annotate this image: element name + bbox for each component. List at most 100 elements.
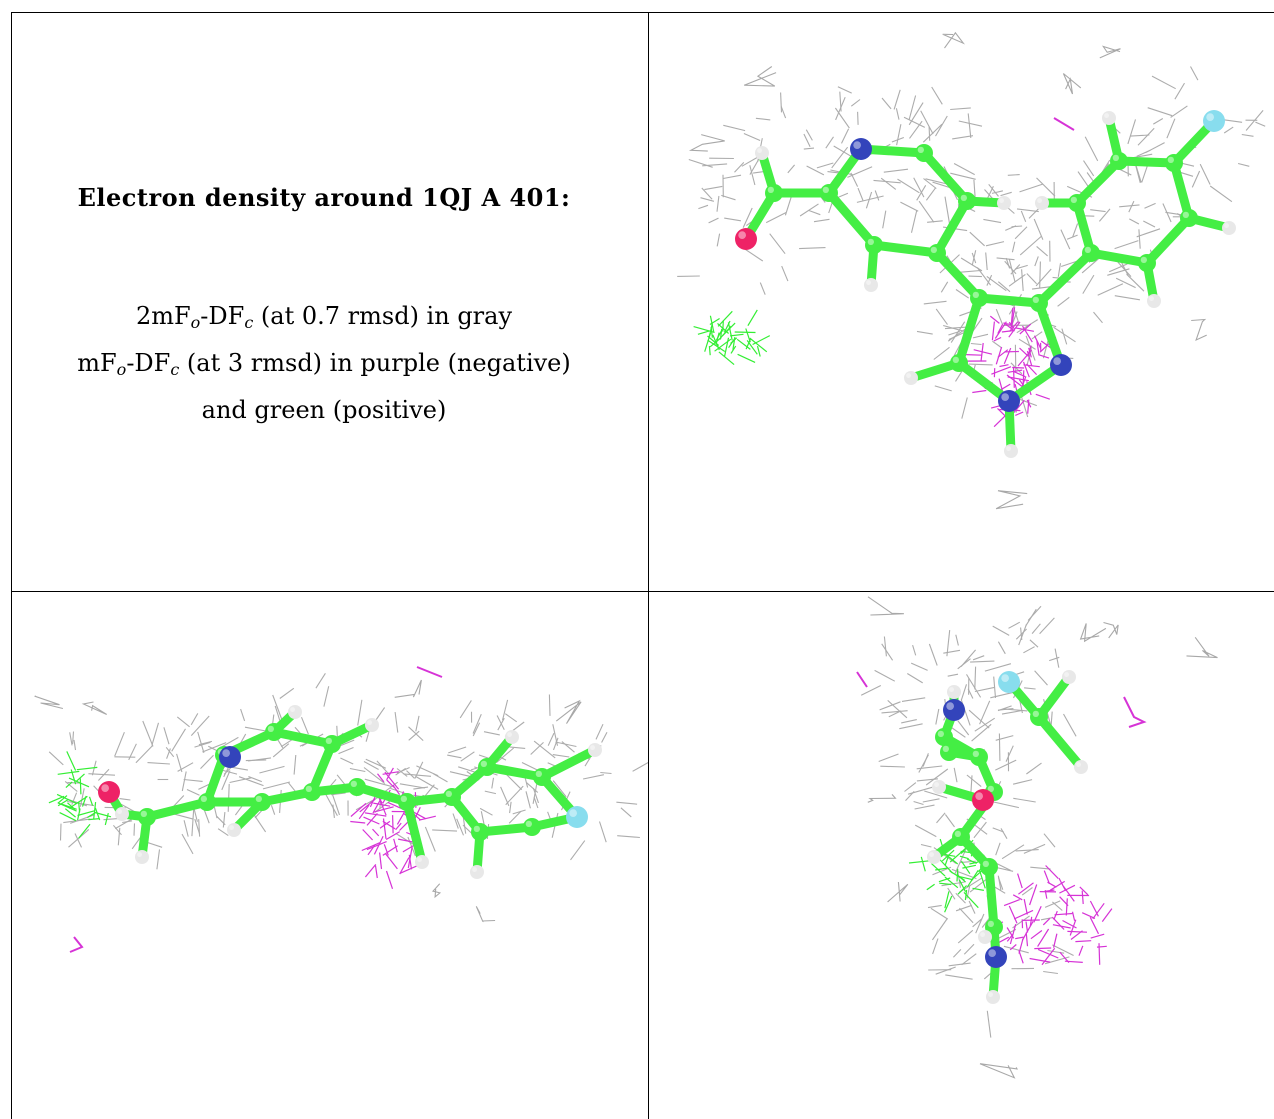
gray-mesh-fragment [1099, 45, 1121, 59]
bond [824, 188, 879, 250]
hydrogen-atom [997, 196, 1011, 210]
hydrogen-atom [1102, 111, 1116, 125]
carbon-atom [1110, 152, 1128, 170]
hydrogen-atom [986, 990, 1000, 1004]
frame-left [11, 12, 12, 1119]
hydrogen-atom [932, 780, 946, 794]
bond [919, 148, 972, 206]
bond [954, 293, 984, 368]
gray-mesh-fragment [867, 794, 897, 803]
hydrogen-atom [415, 855, 429, 869]
legend-panel: Electron density around 1QJ A 401: 2mFo-… [12, 13, 648, 591]
carbon-atom [970, 289, 988, 307]
carbon-atom [443, 788, 461, 806]
molecule-density-side-view-icon [34, 666, 648, 953]
frame-middle-vertical [648, 12, 649, 1119]
nitrogen-atom [998, 390, 1020, 412]
gray-mesh-fragment [555, 699, 582, 724]
legend-line-2fofc: 2mFo-DFc (at 0.7 rmsd) in gray [135, 302, 513, 332]
hydrogen-atom [505, 730, 519, 744]
carbon-atom [1165, 154, 1183, 172]
hydrogen-atom [1074, 760, 1088, 774]
legend-line-fofc: mFo-DFc (at 3 rmsd) in purple (negative) [77, 349, 571, 379]
oxygen-atom [98, 781, 120, 803]
purple-mesh-fragment [1053, 117, 1075, 131]
density-view-top [649, 13, 1274, 591]
bond [932, 248, 984, 303]
hydrogen-atom [1035, 196, 1049, 210]
bond [269, 727, 337, 749]
gray-mesh-fragment [394, 679, 422, 698]
oxygen-atom [972, 789, 994, 811]
bond [1072, 156, 1124, 208]
hydrogen-atom [1062, 670, 1076, 684]
gray-mesh-fragment [979, 1063, 1018, 1079]
bond [482, 762, 547, 782]
gray-mesh-fragment [431, 883, 442, 899]
frame-middle-horizontal [11, 591, 1274, 592]
bond [1169, 158, 1194, 223]
gray-mesh-ring [943, 605, 1077, 737]
carbon-atom [471, 823, 489, 841]
bond [974, 293, 1044, 308]
carbon-atom [970, 748, 988, 766]
hydrogen-atom [864, 278, 878, 292]
carbon-atom [253, 793, 271, 811]
density-view-side [12, 592, 648, 1119]
gray-mesh-fragment [34, 695, 64, 710]
carbon-atom [323, 735, 341, 753]
gray-mesh-fragment [1186, 636, 1218, 659]
carbon-atom [1030, 708, 1048, 726]
bond [932, 196, 972, 258]
hydrogen-atom [365, 718, 379, 732]
bond [869, 240, 942, 258]
carbon-atom [348, 778, 366, 796]
carbon-atom [303, 783, 321, 801]
hydrogen-atom [904, 371, 918, 385]
nitrogen-atom [985, 946, 1007, 968]
fluorine-atom [566, 806, 588, 828]
gray-mesh-fragment [688, 134, 725, 152]
molecule-density-view-icon [677, 31, 1266, 510]
carbon-atom [265, 723, 283, 741]
nitrogen-atom [1050, 354, 1072, 376]
bond [402, 797, 427, 867]
purple-mesh-fragment [856, 671, 868, 688]
bond [1034, 712, 1086, 772]
legend-description: 2mFo-DFc (at 0.7 rmsd) in gray mFo-DFc (… [12, 296, 648, 430]
hydrogen-atom [288, 705, 302, 719]
bond [984, 862, 999, 932]
carbon-atom [1082, 244, 1100, 262]
gray-mesh-fragment [1103, 621, 1119, 639]
green-mesh-positive [48, 751, 112, 839]
hydrogen-atom [135, 850, 149, 864]
gray-mesh-fragment [867, 596, 904, 616]
carbon-atom [950, 354, 968, 372]
hydrogen-atom [227, 823, 241, 837]
legend-title: Electron density around 1QJ A 401: [77, 183, 571, 212]
carbon-atom [935, 728, 953, 746]
carbon-atom [980, 858, 998, 876]
molecule-density-end-view-icon [856, 596, 1218, 1079]
carbon-atom [1138, 254, 1156, 272]
nitrogen-atom [943, 699, 965, 721]
hydrogen-atom [470, 865, 484, 879]
nitrogen-atom [219, 746, 241, 768]
carbon-atom [915, 144, 933, 162]
gray-mesh-fragment [743, 66, 777, 87]
carbon-atom [1030, 294, 1048, 312]
purple-mesh-fragment [1123, 696, 1147, 728]
hydrogen-atom [588, 743, 602, 757]
carbon-atom [1180, 209, 1198, 227]
purple-mesh-fragment [416, 666, 443, 678]
gray-mesh-fragment [81, 701, 107, 716]
frame-top [11, 12, 1274, 13]
carbon-atom [928, 244, 946, 262]
nitrogen-atom [850, 138, 872, 160]
carbon-atom [523, 818, 541, 836]
carbon-atom [138, 808, 156, 826]
hydrogen-atom [927, 850, 941, 864]
gray-mesh-fragment [1062, 73, 1082, 95]
carbon-atom [940, 743, 958, 761]
gray-mesh-main [860, 630, 1074, 1038]
